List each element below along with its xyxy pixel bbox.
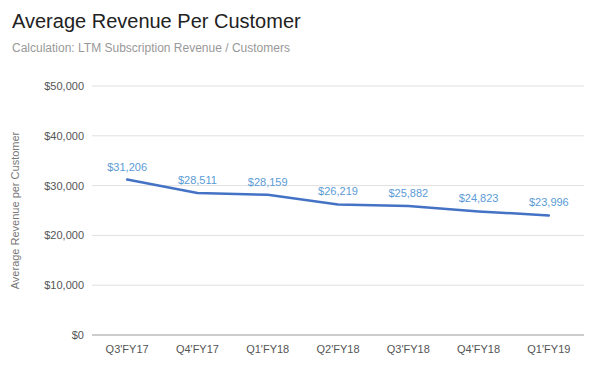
title: Average Revenue Per Customer xyxy=(12,10,301,32)
y-tick-label: $40,000 xyxy=(44,130,84,142)
data-label: $26,219 xyxy=(318,185,358,197)
x-tick-label: Q3'FY18 xyxy=(387,343,430,355)
subtitle: Calculation: LTM Subscription Revenue / … xyxy=(12,41,290,55)
y-axis: $0 $10,000 $20,000 $30,000 $40,000 $50,000 xyxy=(44,80,84,341)
data-label: $28,511 xyxy=(178,174,217,186)
data-label: $28,159 xyxy=(248,176,288,188)
y-tick-label: $20,000 xyxy=(44,229,84,241)
x-tick-label: Q3'FY17 xyxy=(106,343,149,355)
x-axis: Q3'FY17 Q4'FY17 Q1'FY18 Q2'FY18 Q3'FY18 Q4'FY… xyxy=(92,335,584,355)
data-label: $23,996 xyxy=(529,196,569,208)
chart: Average Revenue Per Customer Calculation:… xyxy=(0,0,600,371)
y-tick-label: $10,000 xyxy=(44,279,84,291)
data-label: $24,823 xyxy=(459,192,499,204)
grid-line xyxy=(92,285,584,286)
grid-line xyxy=(92,235,584,236)
data-label: $31,206 xyxy=(107,161,147,173)
x-tick-label: Q4'FY17 xyxy=(176,343,219,355)
x-tick-label: Q1'FY18 xyxy=(246,343,289,355)
x-tick-label: Q4'FY18 xyxy=(457,343,500,355)
grid xyxy=(92,86,584,335)
data-label: $25,882 xyxy=(388,187,428,199)
y-tick-label: $30,000 xyxy=(44,180,84,192)
x-tick-label: Q2'FY18 xyxy=(316,343,359,355)
grid-line xyxy=(92,86,584,87)
data-labels: $31,206 $28,511 $28,159 $26,219 $25,882 $24,8… xyxy=(107,161,568,209)
y-tick-label: $0 xyxy=(72,329,84,341)
grid-line xyxy=(92,335,584,336)
x-axis-line xyxy=(92,335,584,336)
y-axis-label: Average Revenue per Customer xyxy=(9,131,21,289)
x-tick-label: Q1'FY19 xyxy=(527,343,570,355)
y-tick-label: $50,000 xyxy=(44,80,84,92)
grid-line xyxy=(92,135,584,136)
